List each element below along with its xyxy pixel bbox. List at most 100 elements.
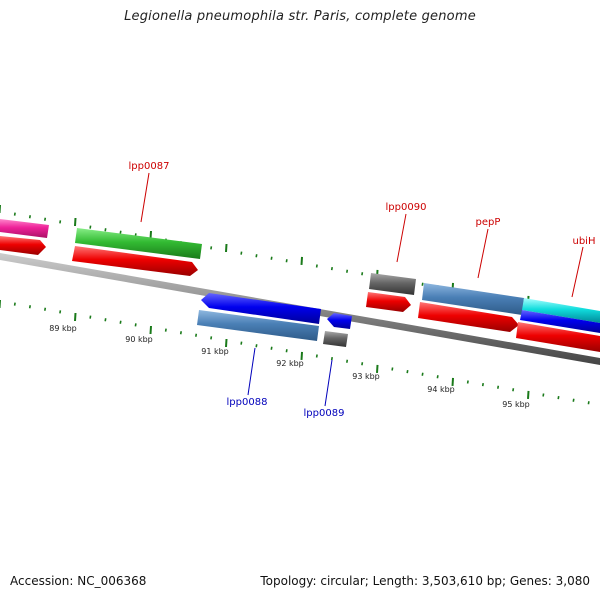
lower-tick-mark <box>376 364 379 373</box>
gene-lpp0088-steelblue[interactable] <box>197 310 319 341</box>
lower-tick-mark <box>315 354 318 358</box>
upper-tick-mark <box>270 256 273 260</box>
upper-tick-mark <box>315 264 318 268</box>
upper-tick-mark <box>346 269 349 273</box>
leader-lpp0088 <box>247 347 256 396</box>
upper-tick-mark <box>361 272 364 276</box>
lower-tick-mark <box>285 349 288 353</box>
lower-tick-mark <box>481 382 484 387</box>
label-lpp0087[interactable]: lpp0087 <box>129 161 170 172</box>
accession-label: Accession: NC_006368 <box>10 574 147 588</box>
gene-lpp0089-blue[interactable] <box>327 313 352 329</box>
gene-red-left-partial[interactable] <box>0 236 46 255</box>
lower-tick-mark <box>346 359 349 363</box>
label-pepP[interactable]: pepP <box>476 217 501 228</box>
lower-tick-mark <box>119 320 122 324</box>
lower-tick-mark <box>28 305 31 309</box>
upper-tick-mark <box>300 256 303 265</box>
lower-tick-mark <box>572 398 575 402</box>
lower-tick-mark <box>59 310 62 314</box>
upper-tick-mark <box>421 282 424 286</box>
upper-tick-mark <box>104 228 107 232</box>
leader-lines <box>140 172 584 407</box>
upper-tick-mark <box>255 254 258 258</box>
label-lpp0089[interactable]: lpp0089 <box>304 408 345 419</box>
lower-tick-mark <box>89 315 92 319</box>
upper-tick-mark <box>28 215 31 219</box>
gene-labels: lpp0087 lpp0090 pepP ubiH lpp0088 lpp008… <box>129 161 596 419</box>
genome-title: Legionella pneumophila str. Paris, compl… <box>124 9 476 24</box>
reverse-strand-genes <box>197 293 352 347</box>
lower-tick-mark <box>74 312 77 322</box>
upper-tick-mark <box>330 266 333 271</box>
gene-pink-partial[interactable] <box>0 219 49 238</box>
lower-tick-mark <box>210 336 213 340</box>
lower-tick-mark <box>149 325 152 335</box>
gene-red-right-partial[interactable] <box>516 322 600 352</box>
lower-tick-mark <box>587 401 590 405</box>
leader-lpp0089 <box>324 359 333 407</box>
upper-tick-mark <box>240 251 243 255</box>
upper-tick-mark <box>59 220 62 224</box>
upper-tick-mark <box>285 259 288 263</box>
lower-tick-mark <box>451 377 454 386</box>
gene-ubiH-blue[interactable] <box>520 310 600 333</box>
lower-tick-mark <box>195 333 198 337</box>
leader-pepP <box>477 228 489 279</box>
lower-tick-mark <box>421 372 424 376</box>
gene-lpp0089-gray[interactable] <box>323 331 348 347</box>
lower-tick-mark <box>361 362 364 366</box>
lower-tick-mark <box>13 302 16 306</box>
scale-label-93kbp: 93 kbp <box>352 372 380 381</box>
lower-tick-mark <box>527 390 530 399</box>
lower-tick-mark <box>240 341 243 345</box>
leader-lpp0087 <box>140 172 150 223</box>
gene-lpp0088-blue[interactable] <box>201 293 321 324</box>
lower-tick-mark <box>557 395 560 400</box>
lower-tick-mark <box>436 375 439 379</box>
label-lpp0090[interactable]: lpp0090 <box>386 202 427 213</box>
lower-tick-mark <box>270 346 273 350</box>
scale-labels: 89 kbp 90 kbp 91 kbp 92 kbp 93 kbp 94 kb… <box>49 324 530 409</box>
lower-tick-mark <box>104 318 107 322</box>
leader-ubiH <box>571 246 584 298</box>
lower-tick-mark <box>300 351 303 360</box>
lower-tick-mark <box>134 323 137 327</box>
gene-pepP-red[interactable] <box>418 302 519 332</box>
lower-tick-mark <box>164 328 167 332</box>
gene-lpp0087-green[interactable] <box>75 228 202 259</box>
gene-ubiH-cyan[interactable] <box>522 298 600 323</box>
scale-label-94kbp: 94 kbp <box>427 385 455 394</box>
scale-label-91kbp: 91 kbp <box>201 347 229 356</box>
topology-summary: Topology: circular; Length: 3,503,610 bp… <box>260 574 590 588</box>
upper-tick-mark <box>119 230 122 234</box>
upper-tick-mark <box>210 246 213 250</box>
gene-lpp0087-red[interactable] <box>72 246 198 276</box>
label-ubiH[interactable]: ubiH <box>573 236 596 247</box>
gene-lpp0090-gray[interactable] <box>369 273 416 295</box>
lower-tick-mark <box>542 393 545 397</box>
label-lpp0088[interactable]: lpp0088 <box>227 397 268 408</box>
upper-tick-mark <box>225 243 228 253</box>
upper-tick-mark <box>89 225 92 229</box>
lower-tick-mark <box>406 369 409 374</box>
gene-pepP-steelblue[interactable] <box>422 283 524 315</box>
leader-lpp0090 <box>396 213 407 263</box>
scale-label-89kbp: 89 kbp <box>49 324 77 333</box>
upper-tick-mark <box>13 212 16 216</box>
lower-tick-mark <box>255 344 258 348</box>
scale-label-95kbp: 95 kbp <box>502 400 530 409</box>
lower-tick-mark <box>497 385 500 389</box>
lower-tick-mark <box>225 338 228 348</box>
upper-tick-mark <box>74 217 77 227</box>
gene-lpp0090-red[interactable] <box>366 292 411 312</box>
upper-tick-mark <box>44 217 47 221</box>
scale-label-92kbp: 92 kbp <box>276 359 304 368</box>
lower-tick-mark <box>391 367 394 371</box>
forward-strand-genes <box>0 219 600 352</box>
lower-tick-mark <box>466 380 469 384</box>
lower-tick-mark <box>512 388 515 392</box>
scale-label-90kbp: 90 kbp <box>125 335 153 344</box>
lower-tick-mark <box>179 331 182 335</box>
